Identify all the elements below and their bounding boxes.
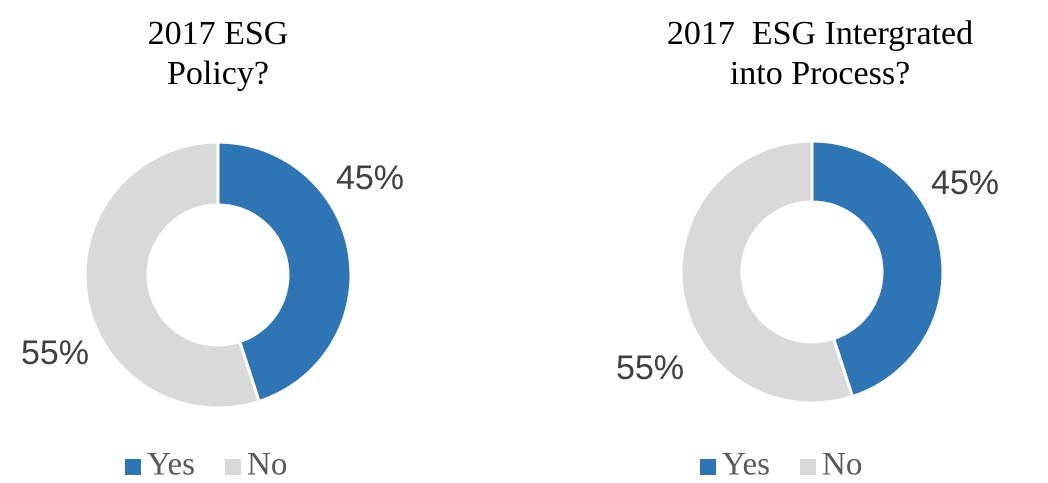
legend-label: Yes — [722, 447, 770, 483]
legend-swatch — [800, 459, 817, 475]
legend-swatch — [125, 459, 141, 475]
legend-label: Yes — [147, 447, 195, 483]
chart-title: 2017 ESG Policy? — [147, 15, 297, 92]
legend-swatch — [225, 459, 242, 475]
donut-slice — [810, 139, 945, 399]
chart-title: 2017 ESG Intergrated into Process? — [666, 15, 982, 92]
data-label: 45% — [336, 159, 404, 197]
donut-slice — [216, 140, 353, 404]
data-label: 55% — [21, 334, 89, 372]
data-label: 45% — [931, 164, 999, 202]
donut-slice — [83, 140, 261, 410]
data-label: 55% — [616, 349, 684, 387]
donut-slice — [679, 139, 855, 405]
legend-label: No — [822, 447, 862, 483]
legend-swatch — [700, 459, 716, 475]
legend-label: No — [247, 447, 287, 483]
